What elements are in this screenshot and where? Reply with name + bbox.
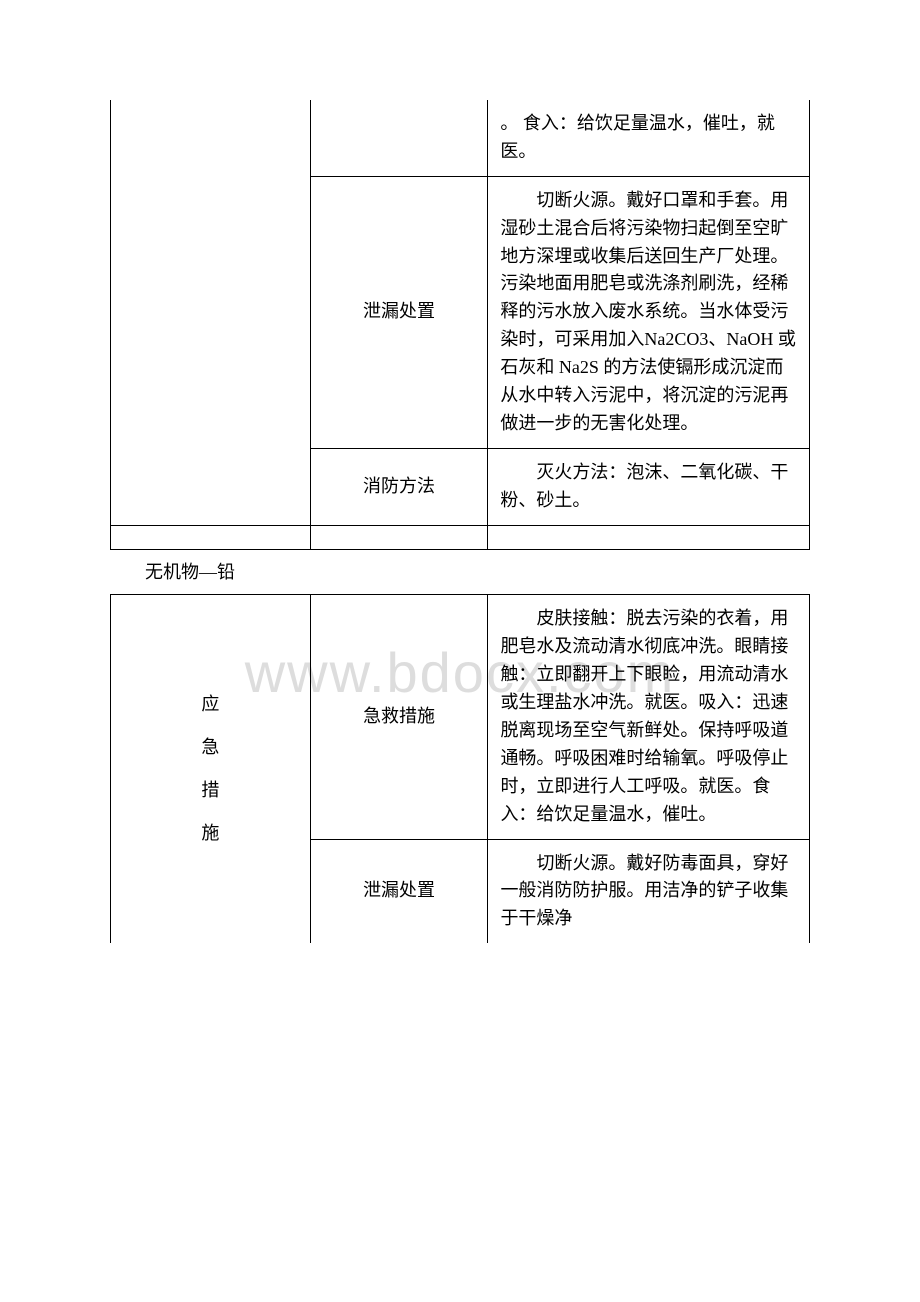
- table1-row3-content-cell: 灭火方法：泡沫、二氧化碳、干粉、砂土。: [488, 448, 810, 525]
- table1-row1-label-cell: [310, 100, 488, 176]
- leak-disposal-content: 切断火源。戴好口罩和手套。用湿砂土混合后将污染物扫起倒至空旷地方深埋或收集后送回…: [500, 187, 797, 438]
- table2-left-cell: 应急措施: [111, 595, 311, 943]
- emergency-measures-vertical-label: 应急措施: [123, 683, 298, 856]
- first-aid-label: 急救措施: [363, 706, 435, 726]
- table-2: 应急措施 急救措施 皮肤接触：脱去污染的衣着，用肥皂水及流动清水彻底冲洗。眼睛接…: [110, 594, 810, 943]
- table-1: 。 食入：给饮足量温水，催吐，就医。 泄漏处置 切断火源。戴好口罩和手套。用湿砂…: [110, 100, 810, 550]
- section-heading-text: 无机物—铅: [145, 562, 235, 582]
- table1-row1-content-cell: 。 食入：给饮足量温水，催吐，就医。: [488, 100, 810, 176]
- table1-row2-content-cell: 切断火源。戴好口罩和手套。用湿砂土混合后将污染物扫起倒至空旷地方深埋或收集后送回…: [488, 176, 810, 448]
- leak-disposal-content-2: 切断火源。戴好防毒面具，穿好一般消防防护服。用洁净的铲子收集于干燥净: [500, 850, 797, 934]
- empty-cell-1: [111, 525, 311, 549]
- leak-disposal-label-2: 泄漏处置: [363, 880, 435, 900]
- table1-row3-label-cell: 消防方法: [310, 448, 488, 525]
- firefighting-content: 灭火方法：泡沫、二氧化碳、干粉、砂土。: [500, 459, 797, 515]
- first-aid-content: 皮肤接触：脱去污染的衣着，用肥皂水及流动清水彻底冲洗。眼睛接触：立即翻开上下眼睑…: [500, 605, 797, 828]
- section-heading: 无机物—铅: [110, 550, 810, 595]
- empty-cell-3: [488, 525, 810, 549]
- table1-partial-text: 。 食入：给饮足量温水，催吐，就医。: [500, 113, 775, 161]
- empty-cell-2: [310, 525, 488, 549]
- table2-row1-content-cell: 皮肤接触：脱去污染的衣着，用肥皂水及流动清水彻底冲洗。眼睛接触：立即翻开上下眼睑…: [488, 595, 810, 839]
- firefighting-label: 消防方法: [363, 476, 435, 496]
- table1-row2-label-cell: 泄漏处置: [310, 176, 488, 448]
- table2-row1-label-cell: 急救措施: [310, 595, 488, 839]
- leak-disposal-label: 泄漏处置: [363, 301, 435, 321]
- table2-row2-label-cell: 泄漏处置: [310, 839, 488, 943]
- table2-row2-content-cell: 切断火源。戴好防毒面具，穿好一般消防防护服。用洁净的铲子收集于干燥净: [488, 839, 810, 943]
- table1-left-cell: [111, 100, 311, 525]
